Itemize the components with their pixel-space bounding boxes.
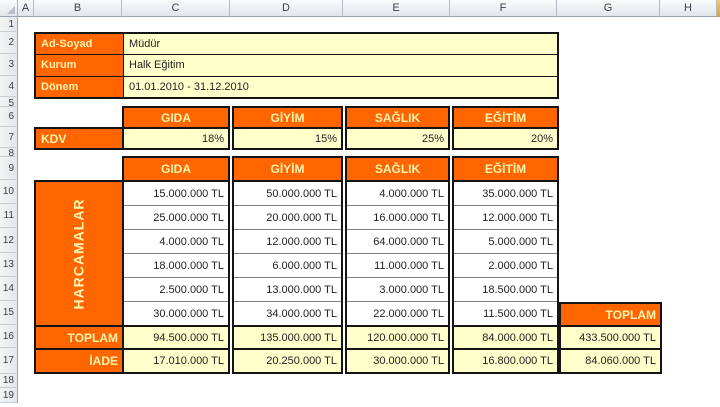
cell-C11[interactable]: 25.000.000 TL [124,206,228,230]
column-header-G[interactable]: G [557,0,660,17]
expenses-row-label[interactable]: HARCAMALAR [34,180,124,327]
cell-C12[interactable]: 4.000.000 TL [124,230,228,254]
kdv-header-saglik[interactable]: SAĞLIK [345,106,450,129]
row-header-3[interactable]: 3 [0,54,18,76]
next-column-edge [717,0,720,17]
cell-D11[interactable]: 20.000.000 TL [234,206,341,230]
row-header-11[interactable]: 11 [0,204,18,228]
cell-G16[interactable]: 433.500.000 TL [559,325,662,350]
cell-toplam-label[interactable]: TOPLAM [34,325,124,350]
info-table: Ad-Soyad Müdür Kurum Halk Eğitim Dönem 0… [34,32,559,99]
cell-F10[interactable]: 35.000.000 TL [454,182,557,206]
cell-D10[interactable]: 50.000.000 TL [234,182,341,206]
column-header-H[interactable]: H [660,0,717,17]
column-header-D[interactable]: D [230,0,343,17]
cell-F14[interactable]: 18.500.000 TL [454,278,557,302]
cell-kdv-giyim[interactable]: 15% [232,127,343,150]
kdv-header-gida[interactable]: GIDA [122,106,230,129]
cell-D15[interactable]: 34.000.000 TL [266,307,337,320]
cell-E17[interactable]: 30.000.000 TL [345,348,450,374]
cell-F13[interactable]: 2.000.000 TL [454,254,557,278]
cell-G17[interactable]: 84.060.000 TL [559,348,662,374]
cell-C13[interactable]: 18.000.000 TL [124,254,228,278]
cell-org-label[interactable]: Kurum [36,55,123,76]
cell-E14[interactable]: 3.000.000 TL [347,278,448,302]
row-header-1[interactable]: 1 [0,17,18,32]
select-all-triangle-icon [7,6,15,14]
cell-C15[interactable]: 30.000.000 TL [153,307,224,320]
column-header-A[interactable]: A [18,0,34,17]
cell-kdv-egitim[interactable]: 20% [452,127,559,150]
row-header-5[interactable]: 5 [0,97,18,107]
row-header-9[interactable]: 9 [0,157,18,180]
cell-kdv-label[interactable]: KDV [34,127,124,150]
expense-column-gida: 15.000.000 TL 25.000.000 TL 4.000.000 TL… [122,180,230,327]
expense-column-egitim: 35.000.000 TL 12.000.000 TL 5.000.000 TL… [452,180,559,327]
cell-E11[interactable]: 16.000.000 TL [347,206,448,230]
cell-F17[interactable]: 16.800.000 TL [452,348,559,374]
cell-D16[interactable]: 135.000.000 TL [232,325,343,350]
cell-E10[interactable]: 4.000.000 TL [347,182,448,206]
cell-F12[interactable]: 5.000.000 TL [454,230,557,254]
expense-header-gida[interactable]: GIDA [122,156,230,182]
row-header-12[interactable]: 12 [0,228,18,253]
expense-column-saglik: 4.000.000 TL 16.000.000 TL 64.000.000 TL… [345,180,450,327]
column-header-E[interactable]: E [343,0,450,17]
cell-C10[interactable]: 15.000.000 TL [124,182,228,206]
cell-name-label[interactable]: Ad-Soyad [36,34,123,55]
cell-period-label[interactable]: Dönem [36,76,123,97]
cell-E13[interactable]: 11.000.000 TL [347,254,448,278]
row-header-7[interactable]: 7 [0,127,18,148]
cell-C16[interactable]: 94.500.000 TL [122,325,230,350]
kdv-header-giyim[interactable]: GİYİM [232,106,343,129]
row-header-2[interactable]: 2 [0,32,18,54]
cell-C17[interactable]: 17.010.000 TL [122,348,230,374]
expense-header-saglik[interactable]: SAĞLIK [345,156,450,182]
expense-header-giyim[interactable]: GİYİM [232,156,343,182]
row-header-18[interactable]: 18 [0,374,18,388]
row-header-19[interactable]: 19 [0,388,18,403]
cell-F11[interactable]: 12.000.000 TL [454,206,557,230]
row-header-16[interactable]: 16 [0,325,18,348]
cell-iade-label[interactable]: İADE [34,348,124,374]
row-header-17[interactable]: 17 [0,348,18,374]
cell-F15[interactable]: 11.500.000 TL [483,307,553,320]
cell-E15[interactable]: 22.000.000 TL [373,307,444,320]
cell-period-value[interactable]: 01.01.2010 - 31.12.2010 [124,76,557,97]
kdv-header-egitim[interactable]: EĞİTİM [452,106,559,129]
row-header-8[interactable]: 8 [0,148,18,157]
cell-org-value[interactable]: Halk Eğitim [124,55,557,76]
cell-D12[interactable]: 12.000.000 TL [234,230,341,254]
column-header-B[interactable]: B [34,0,122,17]
row-header-13[interactable]: 13 [0,253,18,277]
cell-D14[interactable]: 13.000.000 TL [234,278,341,302]
cell-kdv-gida[interactable]: 18% [122,127,230,150]
cell-D17[interactable]: 20.250.000 TL [232,348,343,374]
cell-D13[interactable]: 6.000.000 TL [234,254,341,278]
cell-kdv-saglik[interactable]: 25% [345,127,450,150]
expense-header-egitim[interactable]: EĞİTİM [452,156,559,182]
expense-column-giyim: 50.000.000 TL 20.000.000 TL 12.000.000 T… [232,180,343,327]
column-header-F[interactable]: F [450,0,557,17]
cell-E12[interactable]: 64.000.000 TL [347,230,448,254]
row-header-6[interactable]: 6 [0,107,18,127]
row-header-14[interactable]: 14 [0,277,18,301]
column-header-C[interactable]: C [122,0,230,17]
row-header-10[interactable]: 10 [0,180,18,204]
row-header-4[interactable]: 4 [0,76,18,97]
cell-name-value[interactable]: Müdür [124,34,557,55]
cell-F16[interactable]: 84.000.000 TL [452,325,559,350]
cell-E16[interactable]: 120.000.000 TL [345,325,450,350]
cell-C14[interactable]: 2.500.000 TL [124,278,228,302]
grand-total-header[interactable]: TOPLAM [559,302,662,327]
row-header-15[interactable]: 15 [0,301,18,325]
select-all-corner[interactable] [0,0,18,17]
